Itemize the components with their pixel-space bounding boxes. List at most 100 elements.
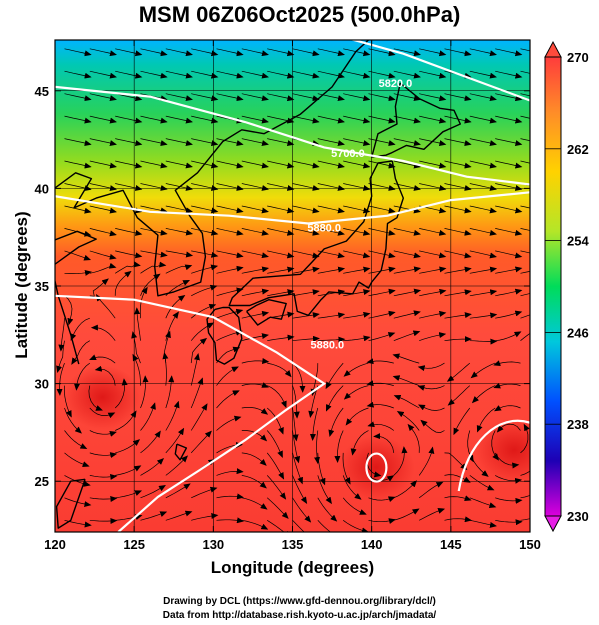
streamline	[241, 138, 269, 146]
streamline	[115, 439, 141, 454]
streamline	[94, 365, 116, 386]
streamline	[134, 307, 141, 341]
height-contour	[349, 40, 530, 102]
streamline	[64, 270, 92, 276]
streamline	[419, 288, 447, 297]
x-axis-label: Longitude (degrees)	[210, 558, 375, 577]
streamline	[444, 266, 472, 274]
colorbar-body	[544, 56, 562, 517]
streamline	[266, 475, 287, 500]
streamline	[317, 475, 332, 505]
streamline	[393, 480, 418, 499]
streamline	[393, 288, 422, 297]
y-tick-label: 25	[35, 474, 49, 489]
streamline	[241, 266, 270, 274]
contour-label: 5880.0	[307, 222, 341, 234]
streamline	[241, 310, 270, 319]
contour-label: 5700.0	[331, 148, 365, 160]
streamline	[292, 362, 306, 393]
streamline	[190, 430, 212, 454]
streamline	[165, 510, 193, 521]
colorbar-tick-label: 238	[567, 417, 589, 432]
streamline	[71, 340, 90, 365]
streamline	[115, 70, 143, 79]
streamline	[140, 160, 168, 169]
streamline	[89, 70, 117, 79]
streamline	[241, 497, 268, 510]
streamline	[191, 93, 219, 102]
streamline	[469, 160, 497, 169]
streamline	[520, 70, 530, 74]
streamline	[292, 205, 320, 214]
streamline	[520, 314, 530, 319]
streamline	[444, 289, 472, 297]
streamline	[393, 250, 421, 259]
streamline	[241, 93, 269, 102]
streamline	[267, 362, 292, 378]
colorbar-ticks: 270 262 254 246 238 230	[545, 50, 589, 524]
streamline	[342, 497, 367, 515]
streamline	[89, 138, 117, 146]
streamline	[140, 458, 165, 476]
streamline	[317, 520, 331, 532]
height-contours: 5820.0 5700.0 5880.0 5880.0	[55, 40, 530, 532]
height-contour	[55, 191, 530, 225]
streamline	[191, 228, 219, 236]
streamline	[165, 455, 188, 476]
streamline	[115, 250, 143, 259]
streamline	[241, 115, 269, 124]
streamline	[419, 310, 447, 319]
streamline	[520, 138, 530, 142]
streamline	[115, 160, 143, 169]
streamline	[190, 322, 215, 341]
streamline	[140, 70, 168, 79]
streamline	[469, 250, 497, 259]
streamline	[64, 250, 92, 261]
streamline	[444, 495, 472, 502]
streamline	[366, 401, 394, 409]
streamline	[393, 48, 421, 57]
streamline	[469, 228, 497, 236]
streamline	[216, 366, 239, 386]
streamline	[241, 288, 270, 297]
streamline	[191, 284, 218, 297]
streamline	[368, 518, 396, 524]
streamline	[70, 317, 90, 341]
streamline	[343, 160, 371, 169]
credit-drawing: Drawing by DCL (https://www.gfd-dennou.o…	[163, 596, 436, 607]
streamline	[495, 93, 523, 102]
streamline	[89, 407, 116, 419]
streamline	[140, 484, 166, 499]
streamline	[267, 70, 295, 79]
coastline	[174, 443, 188, 461]
streamline	[314, 430, 321, 465]
streamline	[114, 378, 128, 409]
streamline	[325, 385, 344, 412]
streamline	[393, 446, 408, 476]
streamline	[191, 512, 219, 521]
streamline	[317, 312, 346, 319]
streamline	[58, 318, 65, 352]
streamline	[165, 205, 193, 214]
streamline	[241, 250, 269, 259]
streamline	[495, 497, 523, 504]
streamline	[444, 250, 472, 259]
streamline	[419, 115, 447, 124]
streamline	[216, 329, 243, 342]
streamline	[241, 452, 267, 466]
streamline	[114, 270, 132, 296]
streamline	[368, 138, 396, 146]
streamline	[469, 115, 497, 124]
streamline	[470, 362, 496, 379]
height-contour	[457, 419, 530, 492]
streamline	[418, 446, 435, 476]
streamline	[471, 385, 496, 404]
streamline	[447, 385, 471, 406]
streamline	[366, 452, 382, 478]
streamline	[190, 353, 200, 386]
streamline	[495, 266, 523, 274]
streamline	[493, 382, 521, 389]
streamline	[191, 138, 219, 146]
streamline	[393, 228, 421, 236]
y-tick-label: 40	[35, 181, 49, 196]
